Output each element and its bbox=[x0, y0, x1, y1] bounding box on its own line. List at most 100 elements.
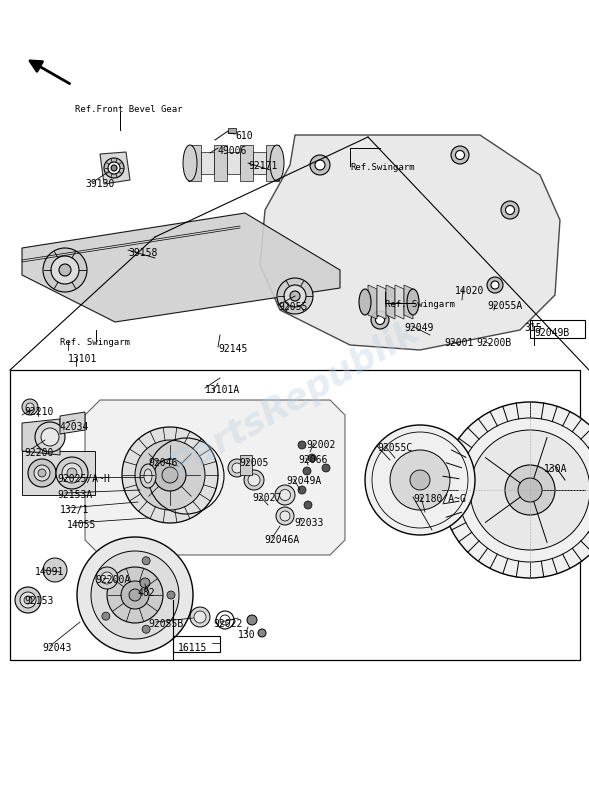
Text: 92025/A~H: 92025/A~H bbox=[57, 474, 110, 484]
Text: 13101: 13101 bbox=[68, 354, 97, 364]
Circle shape bbox=[20, 592, 36, 608]
Circle shape bbox=[455, 150, 465, 160]
Circle shape bbox=[167, 591, 175, 599]
Text: 92002: 92002 bbox=[306, 440, 335, 450]
Circle shape bbox=[51, 256, 79, 284]
Circle shape bbox=[390, 450, 450, 510]
Text: Ref. Swingarm: Ref. Swingarm bbox=[385, 300, 455, 309]
Circle shape bbox=[102, 570, 110, 578]
Text: 14055: 14055 bbox=[67, 520, 97, 530]
Polygon shape bbox=[100, 152, 130, 184]
Circle shape bbox=[276, 507, 294, 525]
Circle shape bbox=[518, 478, 542, 502]
Circle shape bbox=[142, 557, 150, 565]
Circle shape bbox=[26, 403, 34, 411]
Polygon shape bbox=[60, 412, 85, 434]
Circle shape bbox=[280, 490, 290, 500]
Circle shape bbox=[59, 264, 71, 276]
Circle shape bbox=[67, 468, 77, 478]
Text: 92055C: 92055C bbox=[377, 443, 412, 453]
Circle shape bbox=[322, 464, 330, 472]
Polygon shape bbox=[404, 285, 413, 319]
Text: 130A: 130A bbox=[544, 464, 567, 474]
Text: 315: 315 bbox=[524, 323, 542, 333]
Circle shape bbox=[41, 428, 59, 446]
Text: 92200B: 92200B bbox=[476, 338, 511, 348]
Text: 92180/A~G: 92180/A~G bbox=[413, 494, 466, 504]
Circle shape bbox=[258, 629, 266, 637]
Circle shape bbox=[22, 399, 38, 415]
Ellipse shape bbox=[144, 469, 152, 483]
Text: 92200: 92200 bbox=[24, 448, 54, 458]
Circle shape bbox=[298, 441, 306, 449]
Circle shape bbox=[315, 160, 325, 170]
Circle shape bbox=[410, 470, 430, 490]
Text: 14020: 14020 bbox=[455, 286, 484, 296]
Circle shape bbox=[365, 425, 475, 535]
Circle shape bbox=[77, 537, 193, 653]
Circle shape bbox=[505, 465, 555, 515]
Circle shape bbox=[284, 285, 306, 307]
Circle shape bbox=[34, 465, 50, 481]
Text: 92046: 92046 bbox=[148, 458, 177, 468]
Text: 92153: 92153 bbox=[24, 596, 54, 606]
Circle shape bbox=[91, 551, 179, 639]
Circle shape bbox=[43, 248, 87, 292]
Polygon shape bbox=[368, 285, 377, 319]
Text: PartsRepublik: PartsRepublik bbox=[164, 314, 425, 485]
Polygon shape bbox=[22, 419, 60, 455]
Polygon shape bbox=[22, 213, 340, 322]
Circle shape bbox=[190, 607, 210, 627]
Text: 610: 610 bbox=[235, 131, 253, 141]
Bar bbox=[10, 370, 580, 660]
Polygon shape bbox=[240, 145, 253, 181]
Text: 92145: 92145 bbox=[218, 344, 247, 354]
Circle shape bbox=[122, 427, 218, 523]
Text: 92005: 92005 bbox=[239, 458, 269, 468]
Circle shape bbox=[62, 463, 82, 483]
Ellipse shape bbox=[359, 289, 371, 315]
Circle shape bbox=[96, 567, 118, 589]
Text: 42034: 42034 bbox=[59, 422, 88, 432]
Text: 92210: 92210 bbox=[24, 407, 54, 417]
Text: 482: 482 bbox=[138, 588, 155, 598]
Circle shape bbox=[194, 611, 206, 623]
Bar bbox=[173, 636, 220, 652]
Text: 92055A: 92055A bbox=[487, 301, 522, 311]
Polygon shape bbox=[22, 451, 95, 495]
Circle shape bbox=[304, 501, 312, 509]
Circle shape bbox=[376, 316, 385, 324]
Circle shape bbox=[247, 615, 257, 625]
Circle shape bbox=[107, 567, 163, 623]
Text: 92153A: 92153A bbox=[57, 490, 92, 500]
Circle shape bbox=[35, 422, 65, 452]
Text: 92049A: 92049A bbox=[286, 476, 321, 486]
Text: 14091: 14091 bbox=[35, 567, 64, 577]
Text: 92055B: 92055B bbox=[148, 619, 183, 629]
Ellipse shape bbox=[270, 145, 284, 181]
Polygon shape bbox=[240, 455, 252, 475]
Circle shape bbox=[442, 402, 589, 578]
Circle shape bbox=[162, 467, 178, 483]
Text: Ref.Front Bevel Gear: Ref.Front Bevel Gear bbox=[75, 105, 183, 114]
Text: 39130: 39130 bbox=[85, 179, 114, 189]
Polygon shape bbox=[395, 285, 404, 319]
Circle shape bbox=[38, 469, 46, 477]
Text: 92055: 92055 bbox=[278, 302, 307, 312]
Circle shape bbox=[228, 459, 246, 477]
Bar bbox=[228, 128, 236, 133]
Text: 92022: 92022 bbox=[213, 619, 243, 629]
Ellipse shape bbox=[183, 145, 197, 181]
Circle shape bbox=[121, 581, 149, 609]
Polygon shape bbox=[85, 400, 345, 555]
Text: 132/1: 132/1 bbox=[60, 505, 90, 515]
Circle shape bbox=[129, 589, 141, 601]
Circle shape bbox=[371, 311, 389, 329]
Polygon shape bbox=[227, 152, 240, 174]
Polygon shape bbox=[201, 152, 214, 174]
Circle shape bbox=[102, 612, 110, 620]
Circle shape bbox=[290, 291, 300, 301]
Circle shape bbox=[310, 155, 330, 175]
Polygon shape bbox=[266, 145, 279, 181]
Text: Ref. Swingarm: Ref. Swingarm bbox=[60, 338, 130, 347]
